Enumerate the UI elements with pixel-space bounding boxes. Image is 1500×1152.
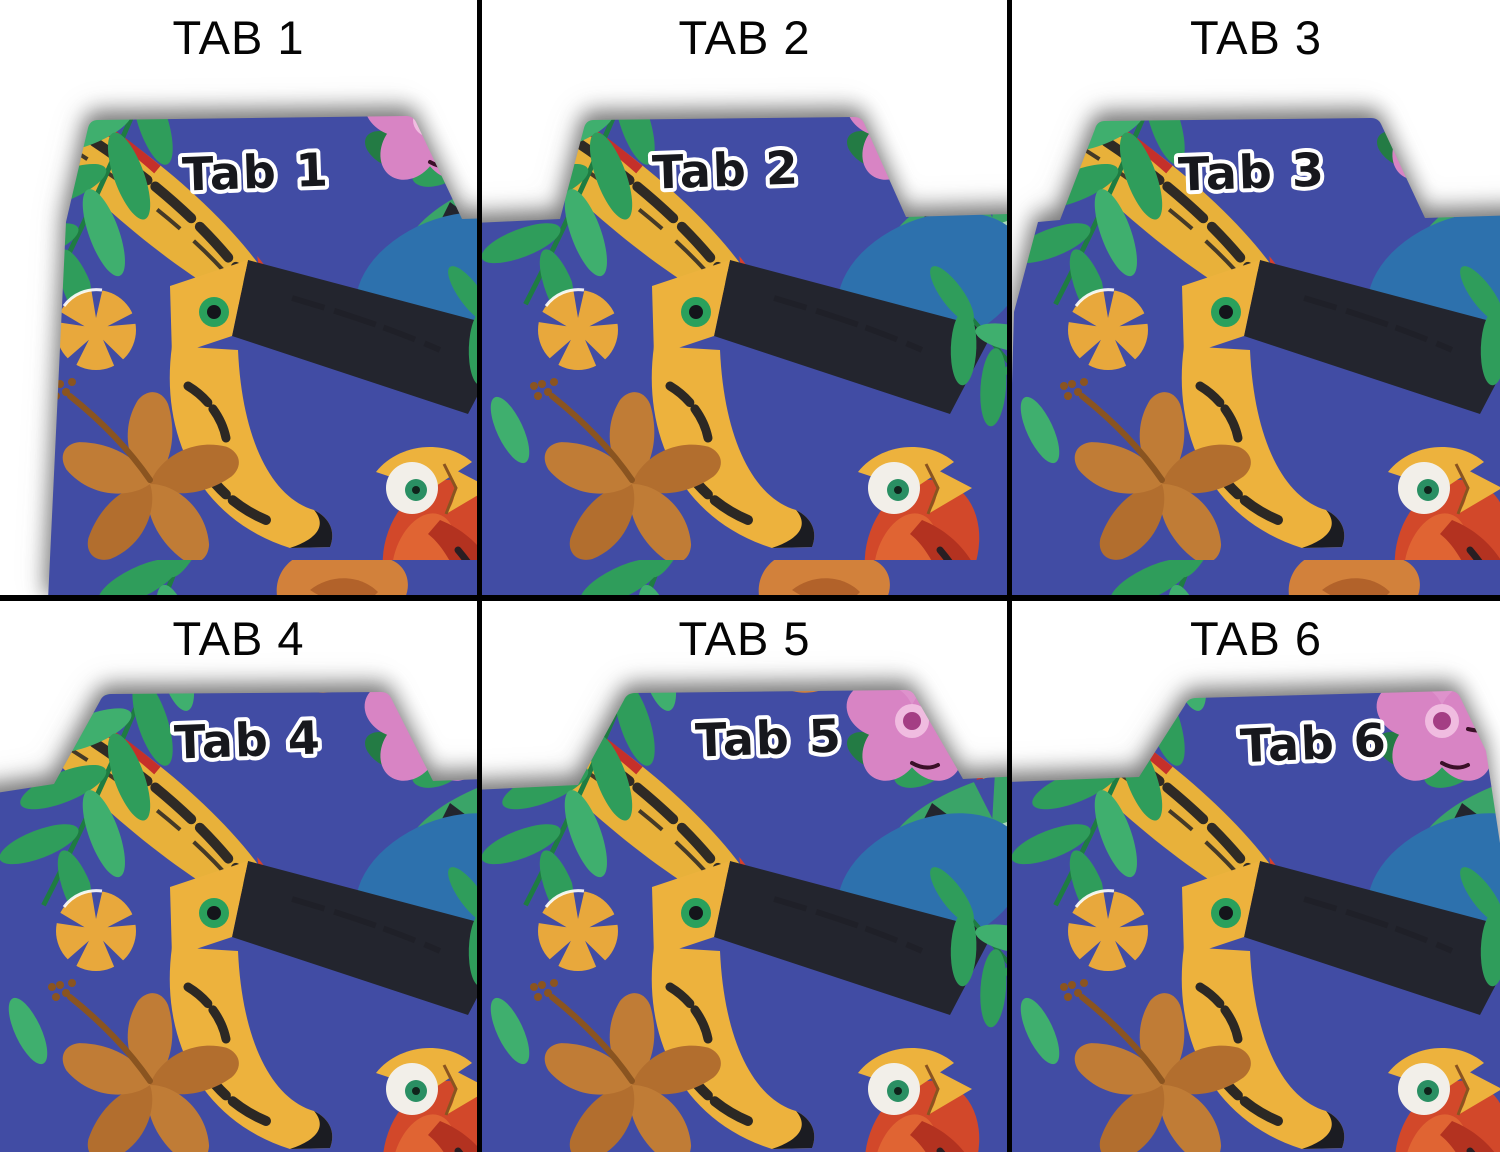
cell-header-label: TAB 6 <box>1189 612 1323 665</box>
folder-tab-label: Tab 4 <box>173 710 322 769</box>
file-folder <box>482 690 1007 1152</box>
file-folder <box>1012 691 1500 1152</box>
tab-option-cell-1: TAB 1 Tab 1 <box>0 0 477 595</box>
folder-preview-tab6: Tab 6 <box>1012 691 1500 1152</box>
folder-tab-label: Tab 2 <box>651 140 800 199</box>
tab-option-cell-6: TAB 6 Tab 6 <box>1012 601 1500 1152</box>
file-folder <box>0 692 477 1152</box>
file-folder <box>1012 118 1500 595</box>
folder-outline <box>482 690 1007 1152</box>
folder-tab-label: Tab 5 <box>694 708 843 767</box>
folder-outline <box>1012 118 1500 595</box>
folder-preview-tab5: Tab 5 <box>482 690 1007 1152</box>
folder-preview-tab1: Tab 1 <box>48 116 477 595</box>
file-folder <box>482 117 1007 595</box>
folder-outline <box>48 116 477 595</box>
folder-tab-label: Tab 3 <box>1177 142 1326 201</box>
folder-outline <box>0 692 477 1152</box>
folder-tab-label: Tab 6 <box>1239 713 1389 773</box>
cell-header-label: TAB 5 <box>678 612 811 665</box>
tab-option-cell-3: TAB 3 Tab 3 <box>1012 0 1500 595</box>
cell-header-label: TAB 2 <box>678 11 811 64</box>
file-folder <box>48 116 477 595</box>
folder-outline <box>482 117 1007 595</box>
tab-option-cell-2: TAB 2 Tab 2 <box>482 0 1007 595</box>
tab-option-cell-5: TAB 5 Tab 5 <box>482 601 1007 1152</box>
tab-option-cell-4: TAB 4 Tab 4 <box>0 601 477 1152</box>
folder-preview-tab2: Tab 2 <box>482 117 1007 595</box>
cell-header-label: TAB 1 <box>172 11 305 64</box>
folder-outline <box>1012 691 1500 1152</box>
folder-tab-label: Tab 1 <box>181 142 330 201</box>
cell-header-label: TAB 3 <box>1189 11 1323 64</box>
cell-header-label: TAB 4 <box>172 612 305 665</box>
folder-preview-tab4: Tab 4 <box>0 692 477 1152</box>
folder-preview-tab3: Tab 3 <box>1012 118 1500 595</box>
